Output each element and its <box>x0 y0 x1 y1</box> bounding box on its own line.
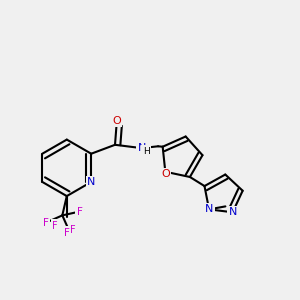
Text: N: N <box>87 177 95 187</box>
Text: F: F <box>70 225 76 235</box>
Text: N: N <box>205 204 213 214</box>
Text: F: F <box>64 228 70 238</box>
Text: F: F <box>43 218 49 228</box>
Text: O: O <box>161 169 170 179</box>
Text: O: O <box>112 116 121 126</box>
Text: N: N <box>228 207 237 217</box>
Text: H: H <box>143 147 150 156</box>
Text: N: N <box>138 143 146 153</box>
Text: F: F <box>52 221 58 231</box>
Text: F: F <box>76 207 82 217</box>
Text: F: F <box>79 209 85 219</box>
